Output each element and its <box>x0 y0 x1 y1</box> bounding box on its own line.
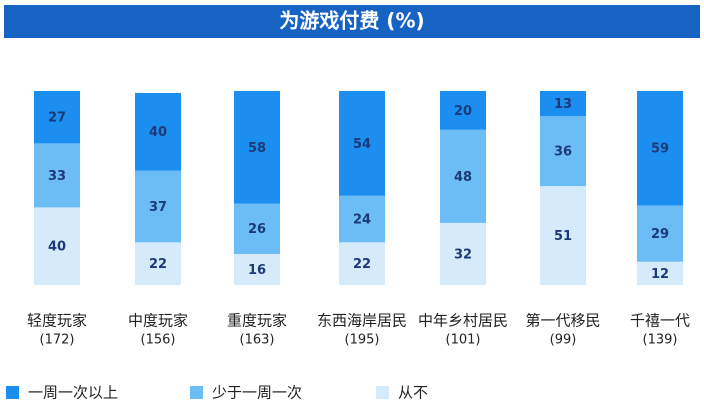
value-label: 22 <box>353 257 371 272</box>
bar-segment <box>440 129 486 223</box>
category-label: 中年乡村居民 <box>418 312 508 330</box>
value-label: 24 <box>353 213 371 228</box>
legend-label: 一周一次以上 <box>28 384 118 402</box>
bar-segment <box>637 205 683 262</box>
bar-segment <box>339 195 385 243</box>
category-label: 第一代移民 <box>525 312 600 330</box>
category-label: 东西海岸居民 <box>317 312 407 330</box>
value-label: 27 <box>48 111 66 126</box>
value-label: 51 <box>554 229 572 244</box>
legend-swatch <box>6 386 19 399</box>
bar-segment <box>637 261 683 285</box>
bar-segment <box>234 91 280 204</box>
bar-segment <box>34 91 80 144</box>
value-label: 32 <box>454 247 472 262</box>
value-label: 33 <box>48 169 66 184</box>
category-note: (172) <box>40 333 75 348</box>
bar-segment <box>540 91 586 117</box>
category-label: 轻度玩家 <box>27 312 87 330</box>
value-label: 13 <box>554 97 572 112</box>
value-label: 58 <box>248 141 266 156</box>
bar-segment <box>540 116 586 187</box>
value-label: 20 <box>454 104 472 119</box>
bar-segment <box>135 242 181 285</box>
title-banner <box>4 5 700 38</box>
category-note: (101) <box>446 333 481 348</box>
bar-segment <box>339 242 385 285</box>
value-label: 36 <box>554 145 572 160</box>
legend-label: 少于一周一次 <box>212 384 302 402</box>
category-note: (139) <box>643 333 678 348</box>
bar-segment <box>339 91 385 196</box>
category-note: (99) <box>550 333 577 348</box>
value-label: 54 <box>353 137 371 152</box>
legend-label: 从不 <box>398 384 428 402</box>
value-label: 48 <box>454 170 472 185</box>
bar-segment <box>135 92 181 171</box>
bar-segment <box>234 253 280 285</box>
value-label: 40 <box>149 125 167 140</box>
bar-segment <box>440 91 486 130</box>
value-label: 12 <box>651 267 669 282</box>
category-note: (163) <box>240 333 275 348</box>
category-label: 千禧一代 <box>630 312 690 330</box>
bar-segment <box>34 143 80 208</box>
category-label: 重度玩家 <box>227 312 287 330</box>
category-label: 中度玩家 <box>128 312 188 330</box>
bar-segment <box>540 186 586 285</box>
legend-swatch <box>376 386 389 399</box>
category-note: (195) <box>345 333 380 348</box>
value-label: 29 <box>651 227 669 242</box>
chart-title: 为游戏付费 (%) <box>279 9 424 33</box>
value-label: 37 <box>149 200 167 215</box>
bar-segment <box>234 203 280 254</box>
category-note: (156) <box>141 333 176 348</box>
value-label: 59 <box>651 142 669 157</box>
value-label: 22 <box>149 257 167 272</box>
bar-segment <box>135 170 181 243</box>
value-label: 40 <box>48 240 66 255</box>
value-label: 26 <box>248 222 266 237</box>
bar-segment <box>440 222 486 285</box>
value-label: 16 <box>248 263 266 278</box>
legend-swatch <box>190 386 203 399</box>
bar-segment <box>34 207 80 285</box>
bar-segment <box>637 91 683 206</box>
